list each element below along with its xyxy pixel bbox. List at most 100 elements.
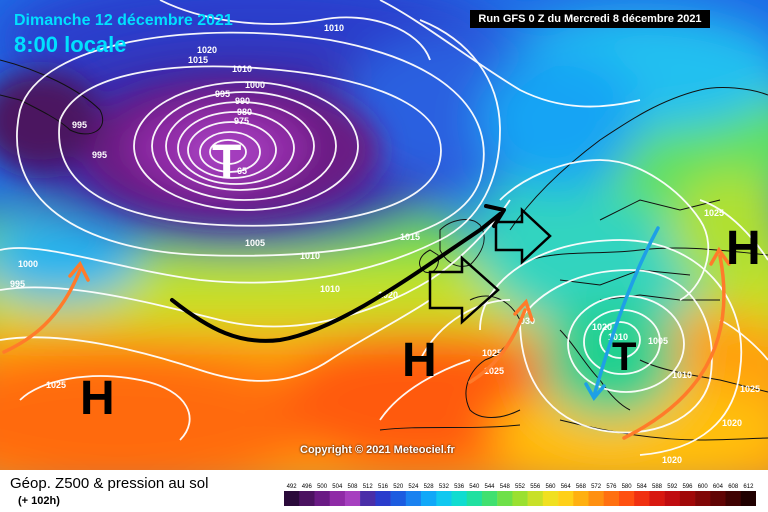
high-pressure-marker: H	[402, 334, 437, 387]
isobar-label: 995	[92, 150, 107, 160]
legend-tick-label: 516	[378, 484, 389, 490]
high-pressure-marker: H	[726, 222, 761, 275]
low-center-value: 65	[237, 166, 247, 176]
isobar-label: 1025	[46, 380, 66, 390]
legend-tick-label: 568	[576, 484, 587, 490]
legend-swatch	[679, 491, 696, 506]
legend-swatch	[619, 491, 635, 506]
low-pressure-marker: T	[212, 136, 241, 189]
isobar-label: 990	[235, 96, 250, 106]
legend-swatch	[481, 491, 498, 506]
legend-tick-label: 532	[439, 484, 450, 490]
legend-tick-label: 580	[622, 484, 633, 490]
legend-swatch	[466, 491, 483, 506]
legend-tick-label: 504	[332, 484, 343, 490]
isobar-label: 995	[215, 89, 230, 99]
legend-swatch	[725, 491, 741, 506]
isobar-label: 1015	[188, 55, 208, 65]
warm-advection-arrow-east	[622, 254, 726, 440]
legend-swatch	[360, 491, 376, 506]
isobar-label: 1025	[482, 348, 502, 358]
model-run-label: Run GFS 0 Z du Mercredi 8 décembre 2021	[470, 10, 710, 28]
legend-tick-label: 552	[515, 484, 526, 490]
legend-swatch	[664, 491, 681, 506]
isobar-label: 995	[10, 279, 25, 289]
legend-tick-label: 540	[469, 484, 480, 490]
legend-swatch	[558, 491, 574, 506]
warm-advection-arrow-west	[2, 268, 82, 354]
legend-swatch	[390, 491, 407, 506]
flow-arrows	[2, 204, 731, 440]
map-canvas: 1010 1020 1015 1010 1000 995 990 980 975…	[0, 0, 768, 470]
high-pressure-marker: H	[80, 372, 115, 425]
isobar-label: 1020	[722, 418, 742, 428]
legend-tick-label: 556	[530, 484, 541, 490]
warm-advection-arrowhead-west	[68, 260, 90, 282]
legend-swatch	[542, 491, 559, 506]
isobar-label: 1005	[245, 238, 265, 248]
isobar-label: 1020	[197, 45, 217, 55]
color-legend: 492 496 500 504 508 512 516 520 524 528 532 536 540 5…	[284, 484, 756, 506]
legend-tick-label: 520	[393, 484, 404, 490]
legend-swatch	[512, 491, 528, 506]
isobar-label: 1000	[18, 259, 38, 269]
legend-tick-label: 512	[363, 484, 374, 490]
isobar-label: 1010	[320, 284, 340, 294]
isobar-label: 1025	[704, 208, 724, 218]
legend-tick-label: 508	[347, 484, 358, 490]
legend-tick-label: 584	[637, 484, 648, 490]
isobar-label: 980	[237, 107, 252, 117]
isobar-label: 030	[520, 316, 535, 326]
jet-stream-arrow	[170, 212, 502, 343]
legend-tick-label: 496	[302, 484, 313, 490]
legend-swatch	[497, 491, 513, 506]
legend-swatch	[344, 491, 361, 506]
legend-tick-label: 564	[561, 484, 572, 490]
legend-tick-label: 576	[606, 484, 617, 490]
legend-swatch	[649, 491, 665, 506]
legend-tick-label: 524	[408, 484, 419, 490]
legend-tick-label: 592	[667, 484, 678, 490]
legend-tick-label: 588	[652, 484, 663, 490]
legend-tick-label: 548	[500, 484, 511, 490]
legend-swatch	[329, 491, 346, 506]
isobar-labels: 1010 1020 1015 1010 1000 995 990 980 975…	[10, 23, 760, 465]
legend-tick-label: 528	[424, 484, 435, 490]
isobar-label: 1020	[378, 290, 398, 300]
legend-swatch	[710, 491, 726, 506]
legend-tick-label: 612	[743, 484, 754, 490]
forecast-lead-time: (+ 102h)	[18, 495, 60, 507]
hollow-arrow-2	[494, 207, 552, 265]
isobar-label: 995	[72, 120, 87, 130]
warm-advection-arrowhead-east	[709, 246, 731, 266]
legend-tick-label: 560	[545, 484, 556, 490]
legend-swatch	[588, 491, 604, 506]
valid-time: 8:00 locale	[14, 32, 127, 57]
legend-swatch	[603, 491, 620, 506]
legend-swatch	[405, 491, 422, 506]
pressure-centers: T T H H H	[80, 136, 761, 425]
legend-swatch	[284, 491, 300, 506]
isobar-label: 1005	[648, 336, 668, 346]
cold-advection-arrowhead	[584, 382, 606, 402]
legend-tick-label: 596	[682, 484, 693, 490]
map-parameter-title: Géop. Z500 & pression au sol	[10, 475, 209, 492]
legend-tick-label: 492	[287, 484, 298, 490]
legend-swatch	[573, 491, 589, 506]
warm-advection-arrow-center	[468, 308, 527, 384]
legend-tick-label: 500	[317, 484, 328, 490]
low-pressure-marker: T	[612, 335, 636, 379]
isobar-label: 1010	[608, 332, 628, 342]
z500-field	[0, 0, 768, 470]
isobar-label: 1015	[400, 232, 420, 242]
legend-tick-label: 536	[454, 484, 465, 490]
copyright-text: Copyright © 2021 Meteociel.fr	[300, 444, 455, 456]
isobar-label: 1025	[740, 384, 760, 394]
legend-swatch	[527, 491, 544, 506]
legend-swatch	[436, 491, 452, 506]
isobar-label: 1025	[484, 366, 504, 376]
hollow-arrow-1	[428, 255, 500, 325]
warm-advection-arrowhead-center	[513, 298, 534, 322]
legend-swatch	[451, 491, 467, 506]
